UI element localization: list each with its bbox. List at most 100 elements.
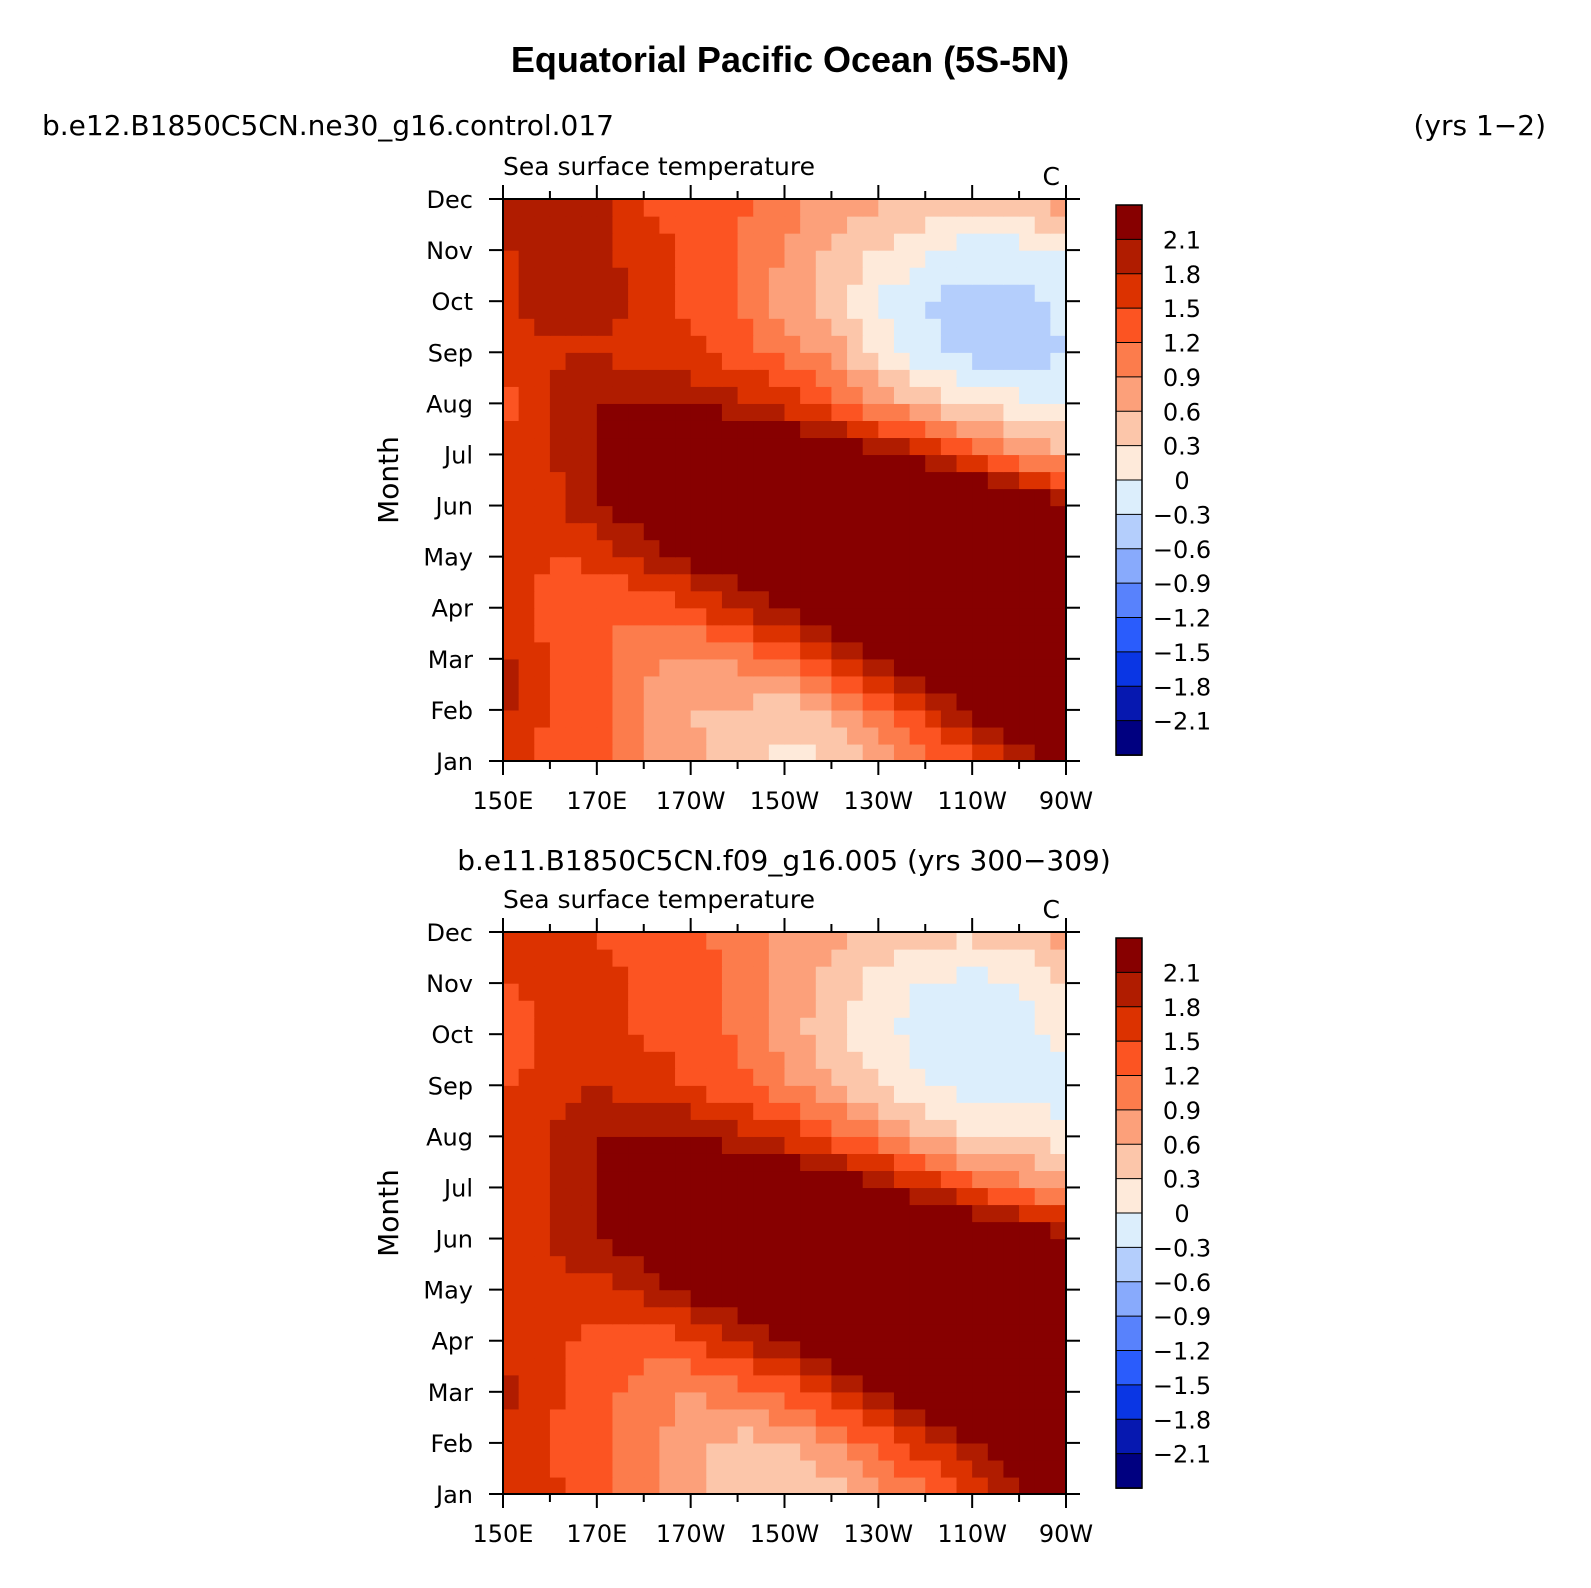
sst-cell [706,1442,723,1461]
sst-cell [706,318,723,336]
sst-cell [706,1085,723,1103]
sst-cell [628,1374,645,1393]
sst-cell [972,318,989,336]
sst-cell [518,1153,535,1172]
sst-cell [596,1255,614,1274]
sst-cell [690,709,707,728]
sst-cell [1034,505,1051,524]
sst-cell [784,1051,801,1069]
sst-cell [596,675,614,694]
sst-cell [972,1187,989,1206]
sst-cell [784,675,801,694]
sst-cell [831,658,848,677]
sst-cell [987,743,1005,762]
sst-cell [893,1289,911,1308]
sst-cell [784,284,801,302]
sst-cell [831,1136,848,1154]
sst-cell [706,1425,723,1444]
sst-cell [753,1068,770,1086]
sst-cell [737,199,754,217]
sst-cell [503,1408,520,1427]
sst-cell [581,932,598,950]
sst-cell [862,1391,879,1410]
sst-cell [643,1017,660,1035]
sst-field [503,199,1067,762]
sst-cell [534,1153,551,1172]
sst-cell [753,1051,770,1069]
sst-cell [909,624,926,643]
sst-cell [706,1255,723,1274]
sst-cell [721,403,739,421]
sst-cell [628,1187,645,1206]
sst-cell [1050,420,1067,439]
sst-cell [987,932,1005,950]
sst-cell [706,488,723,507]
sst-cell [675,250,692,268]
sst-cell [893,743,911,762]
sst-cell [534,573,551,592]
sst-cell [815,573,833,592]
sst-cell [721,522,739,541]
sst-cell [972,658,989,677]
sst-cell [831,556,848,575]
sst-cell [972,1085,989,1103]
sst-cell [518,675,535,694]
sst-cell [721,641,739,660]
sst-cell [690,1391,707,1410]
sst-cell [596,607,614,626]
sst-cell [956,1425,973,1444]
sst-cell [706,641,723,660]
sst-cell [534,1374,551,1393]
sst-cell [784,1459,801,1478]
sst-cell [706,1340,723,1359]
sst-cell [893,1459,911,1478]
sst-cell [1019,335,1036,353]
sst-cell [909,932,926,950]
sst-cell [1003,966,1020,984]
sst-cell [940,1255,958,1274]
sst-cell [925,1272,942,1291]
sst-cell [659,675,676,694]
sst-cell [503,454,520,473]
x-tick-label: 110W [937,787,1007,815]
sst-cell [690,1340,707,1359]
sst-cell [628,403,645,421]
sst-cell [893,437,911,456]
sst-cell [956,1187,973,1206]
sst-cell [612,743,629,762]
sst-cell [690,1289,707,1308]
sst-cell [643,1034,660,1052]
sst-cell [847,949,864,967]
sst-cell [893,539,911,558]
case-label-top: b.e12.B1850C5CN.ne30_g16.control.017 [42,109,614,142]
sst-cell [1034,607,1051,626]
sst-cell [549,1374,567,1393]
colorbar-label: −0.9 [1153,570,1211,598]
sst-cell [768,573,786,592]
sst-cell [972,726,989,745]
sst-cell [518,1051,535,1069]
sst-cell [1003,437,1020,456]
sst-cell [518,1000,535,1018]
sst-cell [815,675,833,694]
sst-cell [706,624,723,643]
sst-cell [565,437,582,456]
sst-cell [643,1085,660,1103]
sst-cell [753,949,770,967]
sst-cell [549,743,567,762]
sst-cell [987,216,1005,234]
sst-cell [721,216,739,234]
sst-cell [815,369,833,387]
colorbar-label: 1.2 [1163,330,1201,358]
sst-cell [565,1323,582,1342]
sst-cell [581,216,598,234]
sst-cell [518,1204,535,1223]
sst-cell [518,488,535,507]
sst-cell [987,1306,1005,1325]
sst-cell [956,590,973,609]
sst-cell [643,471,660,490]
sst-cell [643,420,660,439]
sst-cell [675,1459,692,1478]
sst-cell [596,318,614,336]
sst-cell [721,386,739,404]
